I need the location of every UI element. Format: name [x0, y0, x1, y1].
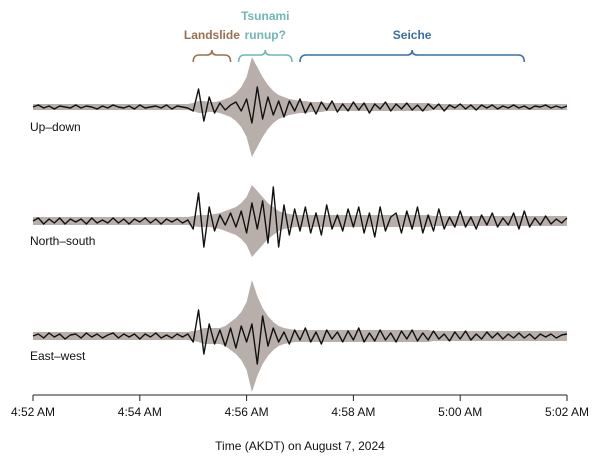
noise-band	[33, 280, 567, 392]
x-axis-label: Time (AKDT) on August 7, 2024	[215, 439, 385, 453]
trace-label: North–south	[30, 234, 95, 248]
trace	[32, 86, 568, 124]
x-tick-label: 4:56 AM	[225, 405, 269, 419]
x-tick-label: 4:58 AM	[331, 405, 375, 419]
trace	[32, 309, 568, 365]
annotation-label: Landslide	[184, 28, 240, 42]
bracket	[237, 49, 293, 63]
bracket	[192, 49, 232, 63]
annotation-label: Tsunami	[241, 9, 289, 23]
bracket	[299, 49, 526, 63]
x-tick-label: 4:54 AM	[118, 405, 162, 419]
annotation-label: runup?	[245, 28, 286, 42]
x-tick-label: 5:02 AM	[545, 405, 589, 419]
noise-band	[33, 57, 567, 157]
x-tick-label: 5:00 AM	[438, 405, 482, 419]
trace-label: East–west	[30, 349, 86, 363]
trace	[32, 186, 568, 248]
x-tick-label: 4:52 AM	[11, 405, 55, 419]
annotation-label: Seiche	[393, 28, 432, 42]
trace-label: Up–down	[30, 120, 81, 134]
noise-band	[33, 185, 567, 257]
